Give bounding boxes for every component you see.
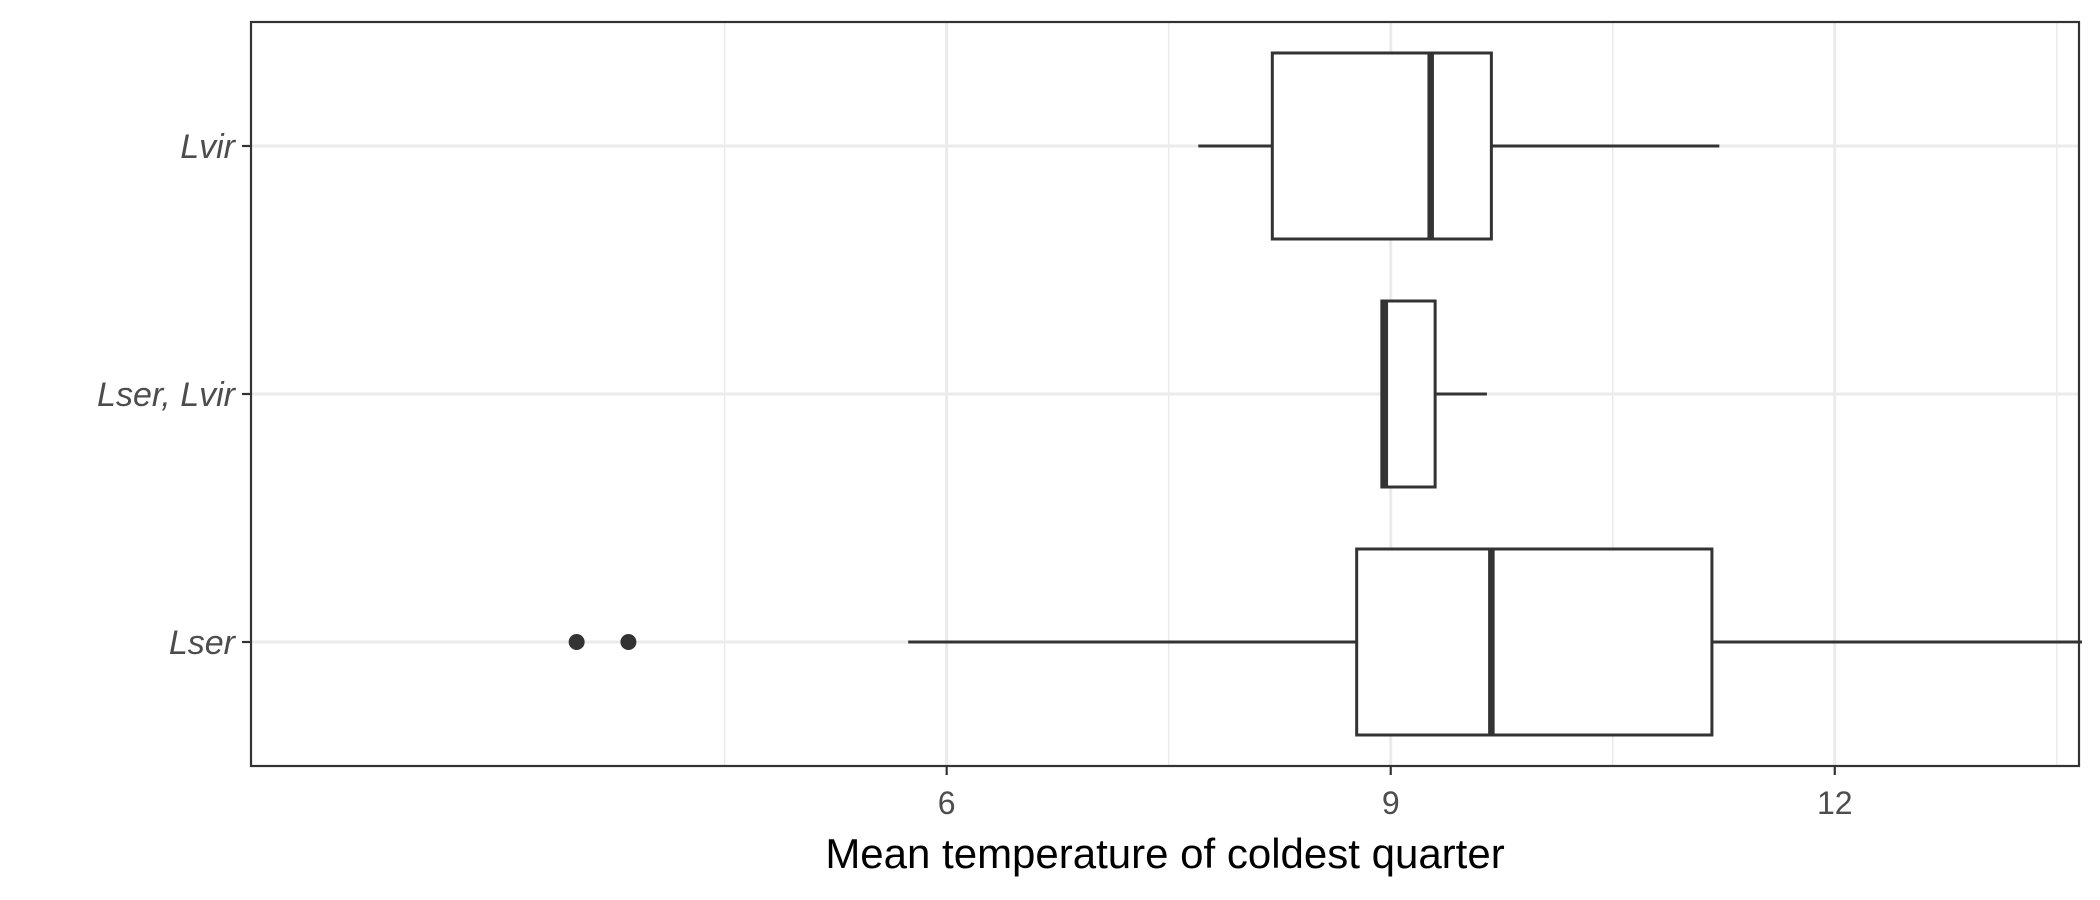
x-tick-label: 6 xyxy=(938,785,956,821)
outlier-point xyxy=(568,634,585,650)
boxplot-series xyxy=(568,51,2082,737)
outlier-point xyxy=(620,634,637,650)
x-tick-label: 9 xyxy=(1382,785,1400,821)
x-tick-label: 12 xyxy=(1817,785,1853,821)
x-axis-title: Mean temperature of coldest quarter xyxy=(825,830,1504,877)
x-axis: 6 9 12 xyxy=(938,766,1853,821)
y-category-label: Lvir xyxy=(180,128,236,166)
box-iqr xyxy=(1380,299,1437,489)
box-group xyxy=(568,547,2082,737)
box-group xyxy=(1380,299,1487,489)
box-iqr xyxy=(1355,547,1714,737)
box-group xyxy=(1198,51,1720,241)
y-axis: Lvir Lser, Lvir Lser xyxy=(97,128,251,662)
y-category-label: Lser, Lvir xyxy=(97,376,237,414)
box-iqr xyxy=(1270,51,1493,241)
y-category-label: Lser xyxy=(169,624,237,662)
